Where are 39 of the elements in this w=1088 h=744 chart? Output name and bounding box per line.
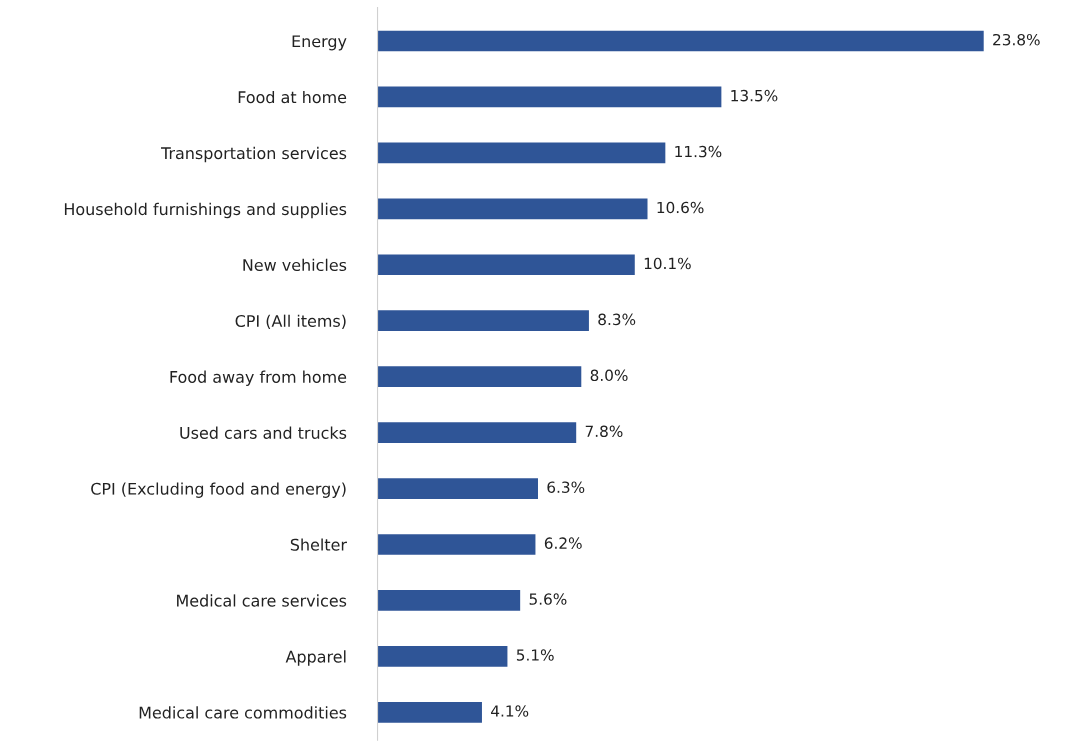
y-tick-label: Shelter xyxy=(290,538,347,551)
y-tick-label: Medical care services xyxy=(177,594,347,607)
data-label: 6.3% xyxy=(547,481,585,493)
data-label: 5.1% xyxy=(516,649,554,661)
y-tick-label: New vehicles xyxy=(243,258,347,272)
data-label: 6.2% xyxy=(544,537,582,549)
bar xyxy=(377,590,521,611)
data-label: 5.6% xyxy=(529,593,567,605)
y-tick-label: CPI (All items) xyxy=(235,314,346,329)
data-label: 8.3% xyxy=(598,313,636,326)
data-label: 11.3% xyxy=(675,145,722,158)
bar xyxy=(377,534,536,555)
y-tick-label: Apparel xyxy=(285,650,346,666)
y-tick-label: Food at home xyxy=(238,90,347,104)
bar xyxy=(377,142,666,164)
data-label: 13.5% xyxy=(731,89,778,102)
y-tick-label: Food away from home xyxy=(170,370,347,387)
bar xyxy=(377,254,635,276)
y-tick-label: Used cars and trucks xyxy=(180,426,347,439)
bar xyxy=(377,701,482,723)
y-tick-label: Household furnishings and supplies xyxy=(64,202,347,219)
bar xyxy=(377,422,577,443)
bar xyxy=(377,646,508,667)
data-label: 8.0% xyxy=(590,369,628,382)
y-tick-label: Transportation services xyxy=(161,146,347,163)
data-label: 7.8% xyxy=(585,425,623,438)
data-label: 4.1% xyxy=(491,705,529,717)
data-label: 10.1% xyxy=(644,257,691,270)
data-label: 10.6% xyxy=(657,201,704,214)
bar xyxy=(377,30,984,52)
bar xyxy=(377,198,648,220)
bar xyxy=(377,366,582,388)
data-label: 23.8% xyxy=(993,33,1040,46)
bar xyxy=(377,86,722,108)
y-tick-label: Medical care commodities xyxy=(139,706,347,719)
bar xyxy=(377,478,538,499)
y-tick-label: Energy xyxy=(292,35,347,51)
bar xyxy=(377,310,589,332)
y-tick-label: CPI (Excluding food and energy) xyxy=(91,482,346,498)
